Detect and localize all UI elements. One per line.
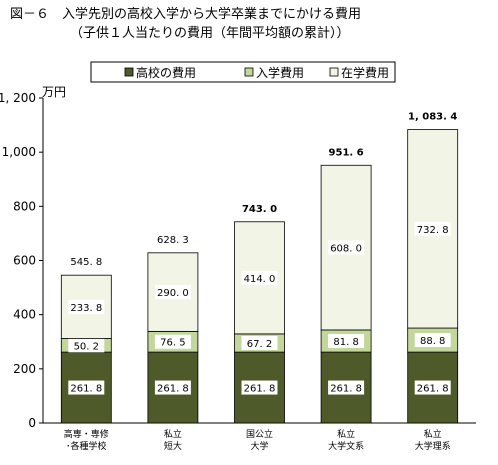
data-label-bg xyxy=(328,380,365,395)
data-label-bg xyxy=(241,335,278,350)
data-label: 261. 8 xyxy=(330,384,362,395)
chart-subtitle: （子供１人当たりの費用（年間平均額の累計）） xyxy=(70,26,350,41)
total-label: 1, 083. 4 xyxy=(408,112,457,123)
y-tick-label: 600 xyxy=(13,254,36,268)
category-label: 短大 xyxy=(164,440,182,452)
data-label: 233. 8 xyxy=(70,303,102,314)
legend-label-3: 在学費用 xyxy=(341,65,389,80)
category-label: ･各種学校 xyxy=(66,440,107,452)
total-label: 743. 0 xyxy=(242,204,277,215)
data-label: 261. 8 xyxy=(417,384,449,395)
category-label: 大学文系 xyxy=(328,440,364,452)
data-label-bg xyxy=(154,285,191,300)
category-label: 私立 xyxy=(424,428,442,440)
data-label-bg xyxy=(154,334,191,349)
total-label: 951. 6 xyxy=(329,147,364,158)
legend-swatch-2 xyxy=(244,67,254,77)
data-label-bg xyxy=(241,270,278,285)
data-label: 414. 0 xyxy=(244,274,276,285)
y-tick-label: 800 xyxy=(13,199,36,213)
data-label-bg xyxy=(328,334,365,349)
y-tick-label: 400 xyxy=(13,308,36,322)
category-label: 私立 xyxy=(164,428,182,440)
data-label: 261. 8 xyxy=(157,384,189,395)
data-label-bg xyxy=(154,380,191,395)
total-label: 545. 8 xyxy=(70,257,102,268)
data-label: 88. 8 xyxy=(420,336,445,347)
data-label-bg xyxy=(68,338,105,353)
data-label-bg xyxy=(328,240,365,255)
legend-swatch-3 xyxy=(329,67,339,77)
data-label-bg xyxy=(241,380,278,395)
data-label-bg xyxy=(414,221,451,236)
data-label: 608. 0 xyxy=(330,244,362,255)
data-label: 81. 8 xyxy=(333,337,358,348)
category-label: 大学 xyxy=(250,440,268,452)
y-tick-label: 1,000 xyxy=(2,145,36,159)
data-label-bg xyxy=(68,380,105,395)
legend-box xyxy=(90,61,396,83)
data-label: 732. 8 xyxy=(417,225,449,236)
data-label: 261. 8 xyxy=(244,384,276,395)
total-label: 628. 3 xyxy=(157,235,189,246)
y-tick-label: 0 xyxy=(28,416,36,430)
category-label: 高専・専修 xyxy=(64,428,109,440)
data-label-bg xyxy=(68,299,105,314)
legend-swatch-1 xyxy=(124,67,134,77)
data-label-bg xyxy=(414,380,451,395)
data-label: 67. 2 xyxy=(247,339,272,350)
data-label: 76. 5 xyxy=(160,338,185,349)
data-label-bg xyxy=(414,333,451,348)
chart-title: 図－６ 入学先別の高校入学から大学卒業までにかける費用 xyxy=(10,7,362,22)
category-label: 私立 xyxy=(337,428,355,440)
legend-label-2: 入学費用 xyxy=(256,65,304,80)
category-label: 国公立 xyxy=(246,428,273,440)
y-tick-label: 200 xyxy=(13,362,36,376)
data-label: 261. 8 xyxy=(70,384,102,395)
data-label: 290. 0 xyxy=(157,288,189,299)
legend-label-1: 高校の費用 xyxy=(136,65,196,80)
y-tick-label: 1, 200 xyxy=(0,91,36,105)
data-label: 50. 2 xyxy=(74,341,99,352)
unit-label: 万円 xyxy=(42,85,66,99)
category-label: 大学理系 xyxy=(415,440,451,452)
